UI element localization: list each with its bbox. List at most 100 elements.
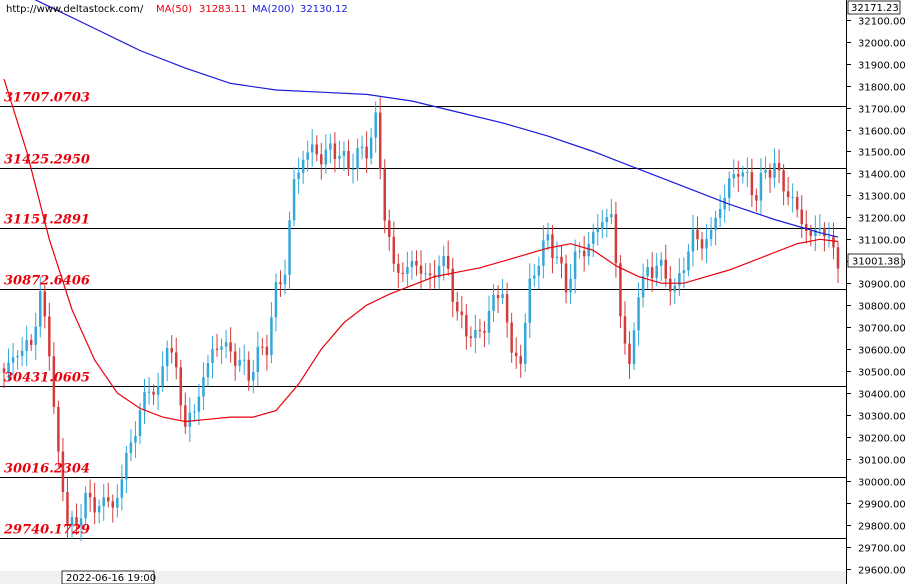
candle-body-22 [102,497,105,507]
candle-body-0 [2,368,6,373]
candle-body-167 [759,172,763,201]
y-tick-label-4: 30000.00 [858,478,906,489]
candle-body-123 [560,256,563,264]
candle-body-64 [292,179,296,221]
candle-body-113 [514,352,518,357]
y-tick-label-7: 30300.00 [858,412,906,423]
time-label-box [61,570,155,584]
candle-body-128 [582,251,586,257]
candle-body-19 [88,492,92,498]
candle-body-181 [823,227,826,237]
candle-body-28 [129,442,133,453]
candle-body-3 [16,355,19,358]
y-tick-label-13: 30900.00 [858,280,906,291]
candle-body-42 [193,411,196,413]
candle-body-112 [510,322,513,353]
candle-body-58 [265,346,269,356]
candle-body-168 [764,169,767,173]
candle-body-9 [43,291,47,317]
candle-body-115 [524,322,527,364]
candle-body-36 [165,347,169,367]
candle-body-8 [39,291,42,327]
candle-body-67 [306,152,309,160]
candle-body-154 [700,239,704,249]
candle-body-86 [392,236,396,264]
candle-body-75 [342,150,346,156]
candle-body-38 [174,352,178,368]
candle-body-40 [184,405,187,427]
y-tick-label-16: 31200.00 [858,214,906,225]
candle-body-151 [687,251,690,271]
candle-body-16 [75,517,78,526]
y-tick-label-24: 32000.00 [858,39,906,50]
candle-body-50 [229,342,232,352]
candle-body-100 [456,301,459,312]
candle-body-90 [410,260,414,268]
candle-body-106 [483,330,486,333]
candle-body-164 [746,172,749,174]
candle-body-85 [388,220,391,237]
candle-body-139 [632,330,636,365]
candle-body-158 [718,209,722,218]
candle-body-71 [324,149,328,165]
candle-body-91 [415,260,418,266]
candle-body-122 [555,256,559,259]
candle-body-77 [351,168,355,170]
y-tick-label-1: 29700.00 [858,544,906,555]
y-tick-label-3: 29900.00 [858,500,906,511]
y-tick-label-22: 31800.00 [858,83,906,94]
candle-body-70 [320,154,323,165]
candle-body-141 [641,276,645,298]
candle-body-72 [329,143,332,150]
ma200-value: 32130.12 [300,4,348,15]
candle-body-29 [134,436,137,443]
candle-body-178 [809,230,813,236]
candle-body-136 [619,263,622,317]
y-tick-label-10: 30600.00 [858,346,906,357]
level-label-4: 30431.0605 [4,371,90,386]
candle-body-129 [587,243,590,257]
candle-body-138 [628,343,631,365]
candle-body-23 [107,497,110,502]
candle-body-87 [397,263,400,273]
candle-body-121 [551,234,554,259]
candle-body-55 [252,371,255,381]
candle-body-169 [768,169,772,178]
candle-body-124 [564,263,568,293]
candle-body-66 [301,159,305,173]
time-axis-bar [0,571,846,584]
candle-body-131 [596,229,600,233]
candle-body-25 [116,497,119,508]
candle-body-39 [179,367,183,406]
candle-body-57 [261,346,264,348]
level-label-3: 30872.6406 [4,274,90,289]
candle-body-133 [605,217,609,223]
candle-body-73 [333,143,337,159]
candle-body-165 [750,172,754,196]
candle-body-104 [474,329,477,338]
candle-body-5 [25,339,28,351]
candle-body-144 [655,265,658,279]
candle-body-79 [360,146,364,149]
candle-body-93 [424,273,427,275]
candle-body-111 [505,294,509,323]
y-tick-label-23: 31900.00 [858,61,906,72]
y-tick-label-9: 30500.00 [858,368,906,379]
candle-body-47 [215,348,219,350]
y-tick-label-8: 30400.00 [858,390,906,401]
candle-body-83 [378,112,382,170]
candle-body-96 [437,265,441,278]
candle-body-156 [709,230,713,240]
candle-body-166 [755,195,758,201]
candle-body-37 [170,347,173,353]
candle-body-174 [791,197,794,199]
site-url: http://www.deltastock.com/ [6,4,144,15]
candle-body-74 [338,155,341,159]
candle-body-7 [34,326,37,345]
candle-body-60 [274,282,278,318]
candle-body-13 [61,451,65,493]
candle-body-24 [111,501,115,508]
candle-body-10 [48,316,51,357]
candle-body-183 [832,236,835,248]
candle-body-48 [220,346,223,350]
